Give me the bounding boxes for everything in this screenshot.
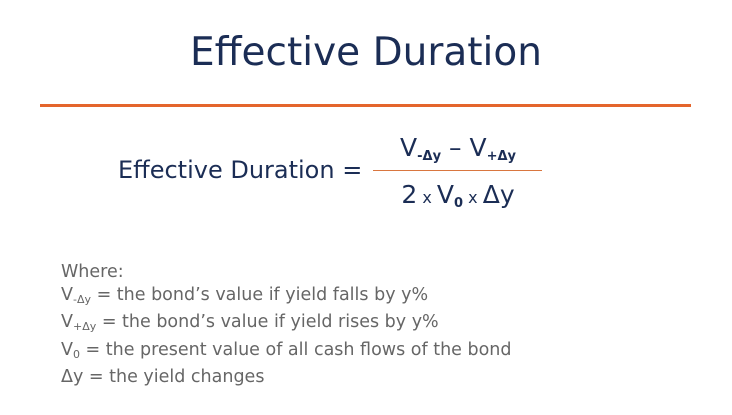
subscript: +Δy — [486, 149, 516, 164]
symbol: V — [61, 339, 73, 360]
symbol: Δy — [61, 366, 84, 387]
legend-item: V-Δy = the bond’s value if yield falls b… — [61, 284, 512, 311]
legend: Where: V-Δy = the bond’s value if yield … — [61, 261, 512, 389]
operator: – — [441, 133, 470, 162]
formula-denominator: 2 x V0 x Δy — [373, 180, 543, 211]
number: 2 — [401, 180, 418, 209]
legend-item: Δy = the yield changes — [61, 366, 512, 389]
legend-item: V0 = the present value of all cash flows… — [61, 339, 512, 366]
symbol: V — [61, 285, 73, 306]
page-title: Effective Duration — [190, 30, 542, 75]
subscript: -Δy — [72, 293, 91, 307]
fraction-line — [373, 170, 542, 171]
subscript: +Δy — [72, 320, 97, 334]
formula-lhs: Effective Duration = — [118, 156, 363, 184]
operator: x — [463, 188, 483, 207]
operator: x — [417, 188, 437, 207]
symbol: V — [61, 312, 73, 333]
definition: = the yield changes — [83, 366, 265, 387]
subscript: -Δy — [417, 149, 442, 164]
symbol: Δy — [482, 180, 515, 209]
definition: = the present value of all cash flows of… — [79, 339, 512, 360]
definition: = the bond’s value if yield falls by y% — [91, 285, 429, 306]
where-heading: Where: — [61, 262, 124, 282]
symbol: V — [400, 133, 418, 162]
symbol: V — [436, 180, 455, 209]
subscript: 0 — [72, 347, 80, 361]
divider — [40, 104, 691, 107]
symbol: V — [469, 133, 487, 162]
subscript: 0 — [454, 196, 464, 211]
definition: = the bond’s value if yield rises by y% — [96, 312, 439, 333]
formula-numerator: V-Δy – V+Δy — [373, 133, 543, 164]
legend-item: V+Δy = the bond’s value if yield rises b… — [61, 311, 512, 338]
